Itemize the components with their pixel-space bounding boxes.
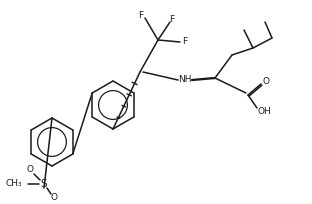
Text: S: S (41, 179, 47, 189)
Text: O: O (51, 194, 57, 203)
Text: OH: OH (257, 108, 271, 116)
Text: O: O (27, 165, 33, 174)
Text: F: F (169, 14, 174, 23)
Text: NH: NH (178, 75, 192, 84)
Text: F: F (183, 38, 188, 47)
Text: O: O (262, 78, 270, 86)
Text: CH₃: CH₃ (5, 180, 22, 188)
Text: F: F (139, 11, 144, 20)
